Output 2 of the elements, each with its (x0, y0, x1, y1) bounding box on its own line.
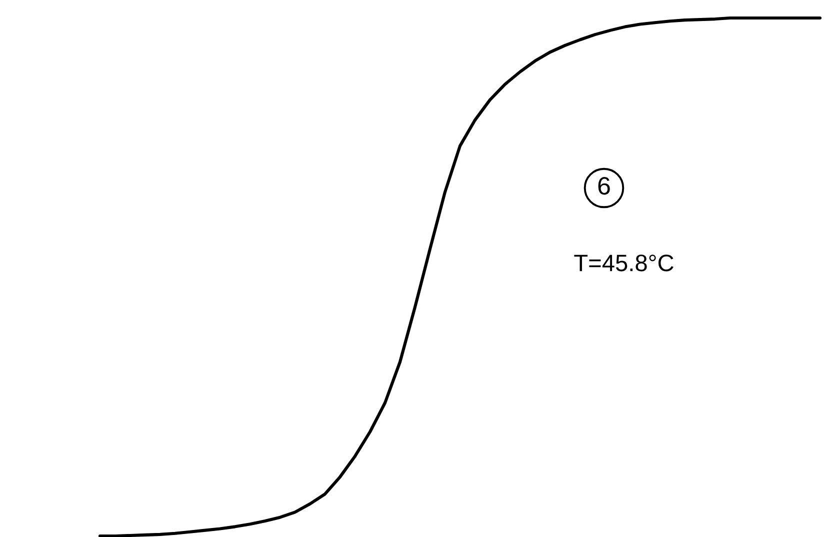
annotation: T=45.8°C (574, 254, 674, 272)
annotation: 6 (598, 177, 610, 195)
